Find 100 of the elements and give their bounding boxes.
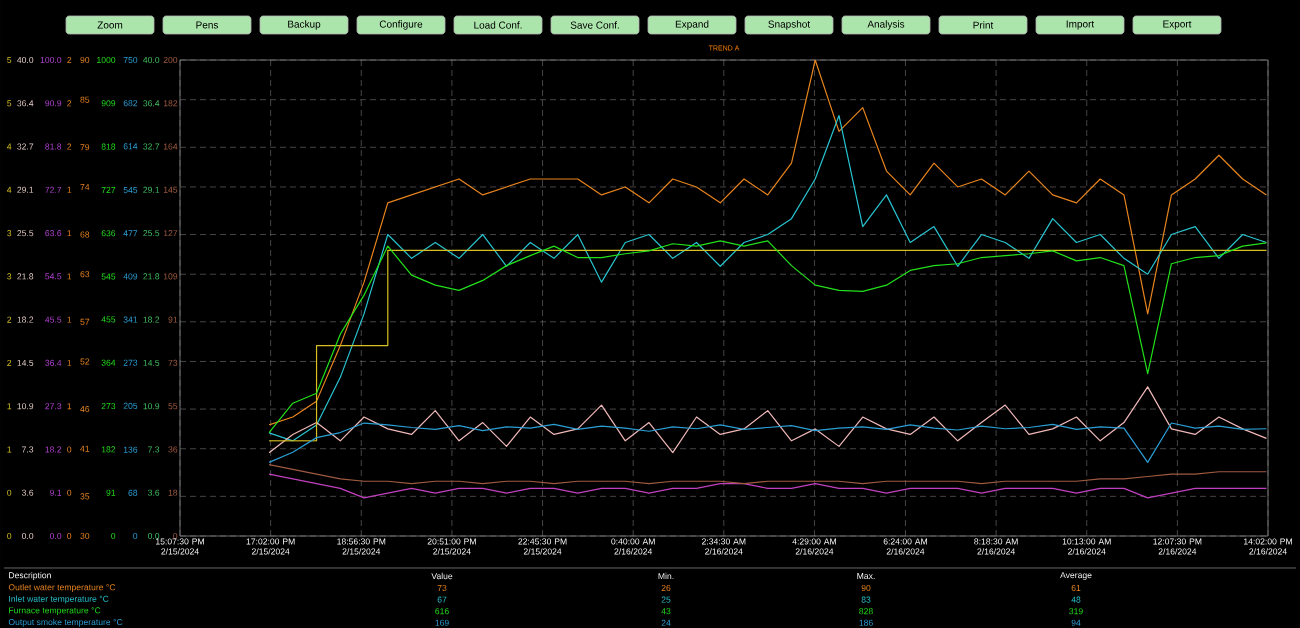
text: 81.8 [45, 143, 62, 150]
text: Output smoke temperature °C [8, 618, 123, 627]
text: 25.5 [17, 230, 34, 237]
y-tick-label: 41 [80, 445, 90, 452]
y2-tick-label: 818 [101, 143, 116, 150]
text: 32.7 [17, 143, 34, 150]
text: 2 [67, 143, 72, 150]
text: 100.0 [40, 56, 62, 64]
x-tick-label: 14:02:00 PM 2/16/2024 [1244, 538, 1292, 555]
y-tick-label: 57 [80, 318, 90, 325]
text: 43 [661, 608, 671, 615]
text: 45.5 [45, 316, 62, 323]
text: Backup [288, 20, 321, 30]
text: 828 [859, 608, 873, 615]
y3-tick-label: 545 [123, 187, 138, 194]
text: 61 [1071, 584, 1081, 592]
y-tick-label: 52 [80, 358, 90, 365]
y2-tick-label: 0 [111, 532, 116, 540]
text: 5 [7, 100, 12, 107]
text: Expand [675, 20, 709, 30]
text: 29.1 [143, 186, 160, 193]
text: Snapshot [768, 20, 811, 30]
y3-tick-label: 409 [123, 273, 138, 280]
text: 83 [861, 596, 871, 603]
text: 109 [163, 273, 178, 280]
text: 1 [7, 403, 12, 410]
x-tick-label: 18:56:30 PM 2/15/2024 [337, 538, 386, 555]
line-series [268, 114, 1268, 442]
text: 3 [7, 273, 12, 280]
y2-tick-label: 455 [101, 316, 116, 323]
text: 3.6 [21, 489, 34, 496]
y2-tick-label: 636 [101, 230, 116, 237]
text: 94 [1071, 619, 1081, 626]
x-tick-label: 0:40:00 AM 2/16/2024 [611, 538, 655, 555]
y3-tick-label: 614 [123, 143, 138, 150]
text: 21.8 [143, 273, 160, 280]
y-tick-label: 30 [80, 532, 90, 540]
y2-tick-label: 727 [101, 186, 116, 193]
text: Export [1163, 20, 1192, 30]
text: 1 [67, 186, 72, 193]
text: 5 [7, 56, 12, 64]
text: 0 [7, 489, 12, 496]
text: 73 [437, 584, 447, 592]
text: Save Conf. [570, 21, 619, 29]
text: 9.1 [50, 489, 62, 496]
y3-tick-label: 0 [133, 532, 138, 540]
text: 90.9 [45, 100, 62, 107]
text: 25.5 [143, 230, 160, 237]
text: 36.4 [45, 359, 62, 366]
text: 63.6 [45, 230, 62, 237]
y2-tick-label: 1000 [97, 56, 116, 64]
text: 1 [7, 446, 12, 453]
y3-tick-label: 68 [128, 489, 138, 496]
text: 55 [168, 403, 178, 410]
text: 169 [435, 619, 449, 626]
text: 616 [435, 608, 449, 615]
text: Average [1060, 572, 1092, 580]
text: 67 [437, 596, 447, 603]
text: 0 [7, 532, 12, 540]
text: 3.6 [147, 489, 160, 496]
y3-tick-label: 682 [123, 100, 138, 107]
text: 26 [661, 584, 671, 592]
text: 0.0 [50, 532, 62, 540]
x-tick-label: 10:13:00 AM 2/16/2024 [1062, 538, 1111, 555]
text: Analysis [867, 20, 905, 30]
text: 24 [661, 619, 671, 626]
text: 91 [168, 316, 178, 323]
text: 73 [168, 359, 178, 366]
y-tick-label: 85 [80, 96, 90, 103]
y2-tick-label: 545 [101, 273, 116, 280]
text: 2 [67, 100, 72, 107]
text: 14.5 [143, 359, 160, 366]
text: 4 [7, 143, 12, 150]
text: 1 [67, 230, 72, 237]
y3-tick-label: 136 [123, 446, 138, 453]
text: Print [973, 21, 994, 29]
y3-tick-label: 205 [123, 402, 138, 409]
text: 0 [173, 532, 178, 540]
text: 18.2 [143, 316, 160, 323]
text: 40.0 [143, 56, 160, 64]
text: 36.4 [143, 100, 160, 107]
text: 2 [7, 359, 12, 366]
text: 21.8 [17, 273, 34, 280]
x-tick-label: 8:18:30 AM 2/16/2024 [974, 538, 1018, 555]
text: 18.2 [45, 446, 62, 453]
text: 1 [67, 403, 72, 410]
text: 200 [163, 56, 178, 64]
y-tick-label: 63 [80, 271, 90, 278]
y2-tick-label: 91 [106, 489, 116, 496]
legend-title: Description [9, 571, 51, 581]
text: 7.3 [148, 446, 160, 453]
text: Configure [379, 20, 423, 30]
y-tick-label: 90 [80, 56, 90, 64]
text: Load Conf. [474, 21, 522, 29]
text: 48 [1071, 596, 1081, 603]
y2-tick-label: 909 [101, 100, 116, 107]
text: 54.5 [45, 273, 62, 280]
text: 18 [168, 489, 178, 496]
text: 0.0 [22, 532, 34, 540]
text: 10.9 [143, 403, 160, 410]
